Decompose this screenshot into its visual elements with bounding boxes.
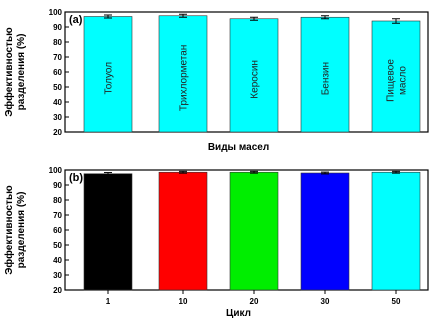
y-tick-label-b: 80 <box>53 196 62 205</box>
y-tick-label-b: 100 <box>49 166 63 175</box>
y-tick-label-b: 30 <box>53 271 62 280</box>
bar-a-1 <box>83 16 133 133</box>
y-tick-label-a: 50 <box>53 83 62 92</box>
y-tick-label-a: 90 <box>53 23 62 32</box>
y-tick-label-b: 60 <box>53 226 62 235</box>
y-axis-title-b-line-2: разделения (%) <box>16 192 27 269</box>
category-label-a-3: Керосин <box>250 60 261 99</box>
y-axis-title-b-line-1: Эффективностью <box>3 185 15 275</box>
category-label-a-5: масло <box>398 66 409 95</box>
y-tick-label-b: 50 <box>53 241 62 250</box>
y-tick-label-a: 20 <box>53 128 62 137</box>
x-axis-title-a: Виды масел <box>208 142 269 153</box>
x-tick-label-b-3: 20 <box>250 297 259 306</box>
chart-panel-a: 20 30 40 50 60 70 80 90 100 Толуол Трихлорметан Кер… <box>3 8 429 153</box>
y-tick-label-b: 90 <box>53 181 62 190</box>
y-tick-label-a: 100 <box>49 8 63 17</box>
category-label-a-4: Бензин <box>321 62 332 95</box>
y-tick-label-b: 40 <box>53 256 62 265</box>
x-tick-label-b-4: 30 <box>321 297 330 306</box>
y-tick-label-a: 60 <box>53 68 62 77</box>
y-tick-label-a: 40 <box>53 98 62 107</box>
bar-b-3 <box>229 171 279 291</box>
y-tick-label-b: 20 <box>53 286 62 295</box>
y-axis-title-a-line-2: разделения (%) <box>16 34 27 111</box>
bar-a-4 <box>300 16 350 133</box>
x-tick-label-b-2: 10 <box>179 297 188 306</box>
y-tick-label-a: 70 <box>53 53 62 62</box>
y-tick-label-b: 70 <box>53 211 62 220</box>
category-label-a-1: Толуол <box>104 62 115 95</box>
y-axis-title-a-line-1: Эффективностью <box>3 27 15 117</box>
bar-b-1 <box>83 173 133 291</box>
x-tick-label-b-1: 1 <box>106 297 111 306</box>
x-tick-label-b-5: 50 <box>392 297 401 306</box>
bar-a-5 <box>371 20 421 133</box>
panel-label-a: (a) <box>69 14 83 26</box>
bar-b-2 <box>158 171 208 291</box>
bar-a-2 <box>158 15 208 133</box>
bar-b-4 <box>300 172 350 291</box>
category-label-a-2: Трихлорметан <box>179 45 190 111</box>
category-label-a-5: Пищевое <box>386 59 397 102</box>
x-axis-title-b: Цикл <box>226 308 251 319</box>
bar-b-5 <box>371 171 421 291</box>
y-tick-label-a: 30 <box>53 113 62 122</box>
panel-label-b: (b) <box>69 172 83 184</box>
y-tick-label-a: 80 <box>53 38 62 47</box>
